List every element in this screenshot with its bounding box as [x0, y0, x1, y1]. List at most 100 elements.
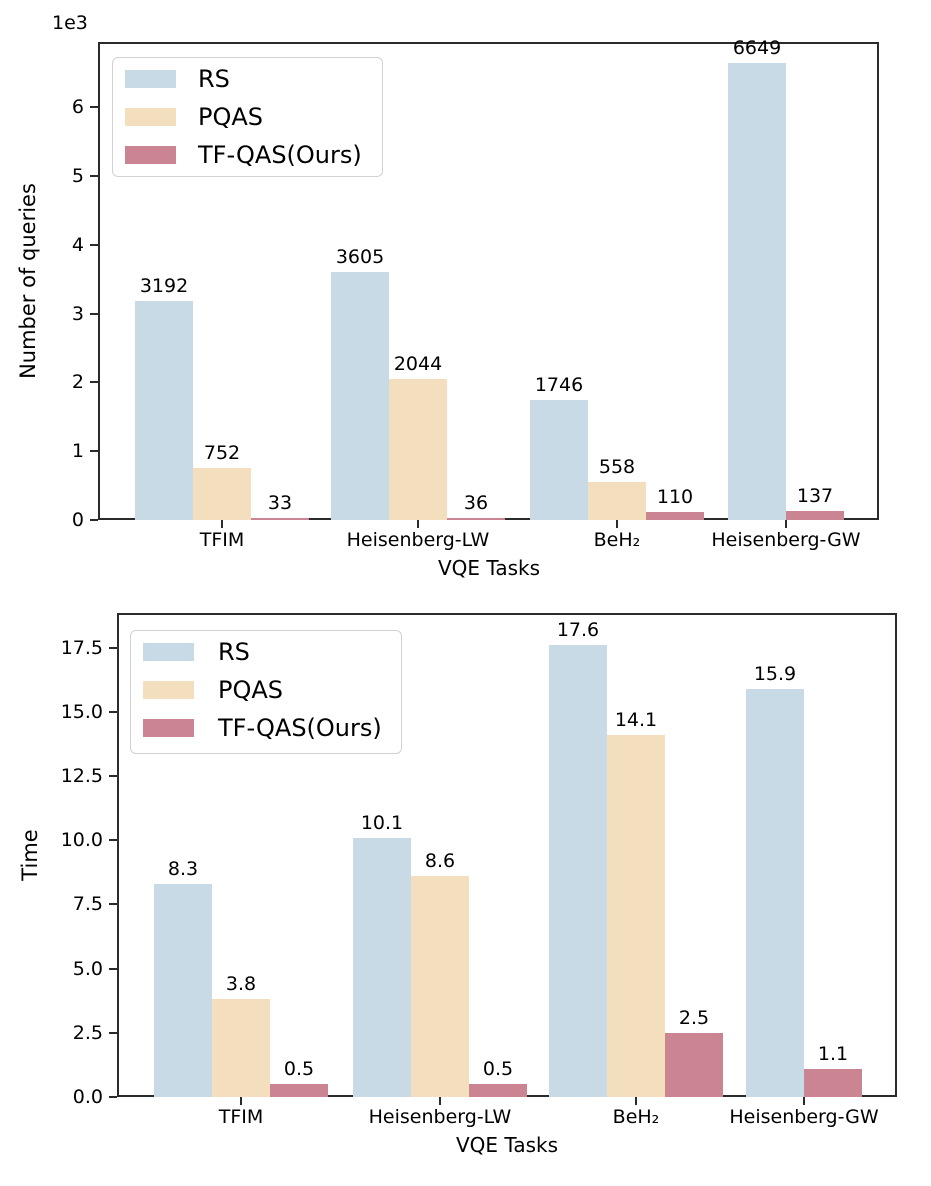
- y-tick-label: 15.0: [60, 700, 103, 723]
- bar-value-rs-heisenberg-gw: 6649: [732, 36, 782, 59]
- y-tick-mark: [90, 106, 98, 109]
- y-tick-label: 5.0: [72, 957, 103, 980]
- legend: RS PQAS TF-QAS(Ours): [130, 630, 402, 754]
- bar-pqas-heisenberg-lw: [411, 876, 469, 1097]
- y-tick-label: 17.5: [60, 636, 103, 659]
- bar-tf-qas-ours-tfim: [251, 517, 309, 520]
- bar-pqas-beh: [588, 481, 646, 520]
- bar-tf-qas-ours-beh: [665, 1032, 723, 1097]
- bar-tf-qas-ours-heisenberg-gw: [804, 1068, 862, 1097]
- y-axis-offset-text: 1e3: [52, 12, 88, 34]
- y-axis-label: Time: [18, 829, 42, 881]
- y-tick-mark: [109, 903, 117, 906]
- y-tick-mark: [90, 243, 98, 246]
- y-tick-mark: [109, 967, 117, 970]
- y-tick-label: 0: [71, 509, 84, 531]
- bar-rs-heisenberg-gw: [728, 62, 786, 520]
- bar-pqas-tfim: [193, 468, 251, 520]
- y-tick-mark: [109, 839, 117, 842]
- legend-item-rs: RS: [113, 60, 382, 98]
- legend-label: PQAS: [218, 676, 284, 704]
- bar-value-rs-beh: 1746: [534, 373, 584, 396]
- y-tick-label: 6: [71, 96, 84, 119]
- y-tick-label: 5: [71, 165, 84, 188]
- x-tick-label-tfim: TFIM: [218, 1106, 264, 1128]
- y-tick-label: 1: [71, 440, 84, 463]
- y-tick-mark: [90, 450, 98, 453]
- bar-value-pqas-beh: 558: [598, 455, 636, 478]
- legend-item-rs: RS: [131, 633, 401, 671]
- legend-swatch-pqas: [143, 681, 194, 699]
- bar-value-pqas-heisenberg-lw: 2044: [393, 353, 443, 376]
- bar-tf-qas-ours-tfim: [270, 1084, 328, 1097]
- y-tick-label: 4: [71, 233, 84, 256]
- bar-value-pqas-tfim: 752: [203, 442, 241, 465]
- y-tick-mark: [109, 710, 117, 713]
- bar-pqas-heisenberg-lw: [389, 379, 447, 520]
- y-tick-label: 2: [71, 371, 84, 394]
- bar-pqas-beh: [607, 735, 665, 1097]
- x-tick-mark: [635, 1097, 637, 1105]
- legend-item-tf-qas-ours: TF-QAS(Ours): [131, 709, 401, 747]
- x-tick-label-heisenberg-gw: Heisenberg-GW: [711, 529, 861, 551]
- bar-value-tf-qas-ours-beh: 2.5: [678, 1006, 710, 1029]
- x-tick-label-heisenberg-gw: Heisenberg-GW: [729, 1106, 879, 1128]
- bar-value-rs-heisenberg-lw: 10.1: [360, 811, 404, 834]
- bar-rs-tfim: [154, 883, 212, 1097]
- bar-value-tf-qas-ours-heisenberg-lw: 36: [463, 491, 489, 514]
- bar-value-tf-qas-ours-tfim: 0.5: [283, 1058, 315, 1081]
- bar-value-pqas-heisenberg-lw: 8.6: [424, 850, 456, 873]
- bar-value-rs-tfim: 3192: [139, 274, 189, 297]
- x-tick-mark: [803, 1097, 806, 1105]
- y-axis-label: Number of queries: [16, 183, 40, 379]
- y-tick-mark: [109, 646, 117, 649]
- y-tick-label: 3: [71, 302, 84, 325]
- legend-swatch-tf-qas-ours: [143, 719, 194, 737]
- x-tick-mark: [240, 1097, 243, 1105]
- legend: RS PQAS TF-QAS(Ours): [112, 57, 383, 177]
- x-tick-label-tfim: TFIM: [199, 529, 245, 551]
- x-tick-mark: [438, 1097, 441, 1105]
- x-tick-mark: [784, 520, 787, 528]
- y-tick-mark: [90, 519, 98, 521]
- legend-swatch-pqas: [125, 108, 176, 126]
- bar-value-tf-qas-ours-heisenberg-gw: 1.1: [817, 1042, 849, 1065]
- bar-pqas-tfim: [212, 999, 270, 1097]
- y-tick-mark: [109, 1031, 117, 1034]
- bar-value-pqas-beh: 14.1: [614, 709, 658, 731]
- bar-value-pqas-tfim: 3.8: [225, 973, 257, 996]
- bar-value-rs-beh: 17.6: [556, 619, 600, 642]
- y-tick-label: 10.0: [60, 829, 103, 852]
- bar-value-rs-heisenberg-lw: 3605: [335, 246, 385, 269]
- bar-value-tf-qas-ours-beh: 110: [656, 486, 694, 509]
- x-tick-label-heisenberg-lw: Heisenberg-LW: [368, 1106, 512, 1128]
- y-tick-mark: [90, 381, 98, 384]
- legend-item-tf-qas-ours: TF-QAS(Ours): [113, 136, 382, 174]
- bar-value-tf-qas-ours-tfim: 33: [267, 491, 293, 514]
- x-axis-label: VQE Tasks: [437, 556, 541, 580]
- y-tick-mark: [109, 1096, 117, 1098]
- bar-tf-qas-ours-heisenberg-gw: [786, 510, 844, 520]
- x-axis-label: VQE Tasks: [455, 1133, 559, 1157]
- bar-rs-heisenberg-lw: [331, 272, 389, 520]
- y-tick-label: 7.5: [72, 893, 103, 916]
- bar-rs-beh: [530, 399, 588, 520]
- bar-rs-beh: [549, 645, 607, 1097]
- x-tick-label-beh: BeH₂: [612, 1106, 660, 1128]
- y-tick-mark: [109, 775, 117, 778]
- bar-rs-heisenberg-lw: [353, 837, 411, 1097]
- bar-rs-tfim: [135, 300, 193, 520]
- bar-value-tf-qas-ours-heisenberg-gw: 137: [796, 484, 834, 507]
- y-tick-label: 12.5: [60, 765, 103, 788]
- legend-label: PQAS: [198, 103, 264, 131]
- bar-tf-qas-ours-heisenberg-lw: [447, 517, 505, 520]
- x-tick-mark: [416, 520, 419, 528]
- legend-swatch-rs: [125, 70, 176, 88]
- legend-label: TF-QAS(Ours): [198, 141, 362, 169]
- bar-value-rs-heisenberg-gw: 15.9: [753, 662, 797, 685]
- bar-value-tf-qas-ours-heisenberg-lw: 0.5: [482, 1058, 514, 1081]
- x-tick-label-beh: BeH₂: [593, 529, 641, 551]
- x-tick-label-heisenberg-lw: Heisenberg-LW: [346, 529, 490, 551]
- legend-label: TF-QAS(Ours): [218, 714, 382, 742]
